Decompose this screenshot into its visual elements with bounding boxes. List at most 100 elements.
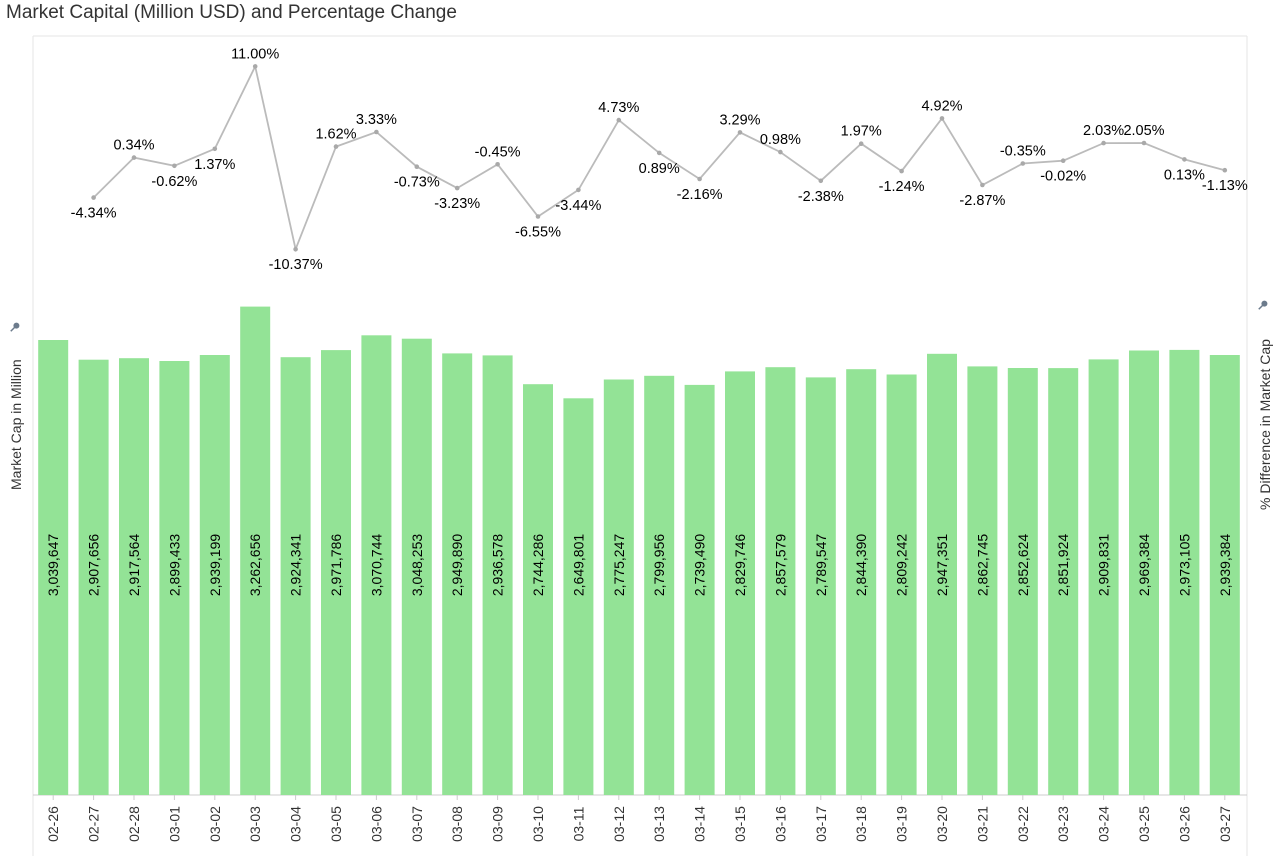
- bar-label-03-01: 2,899,433: [166, 534, 182, 596]
- bar-03-25[interactable]: [1129, 350, 1159, 796]
- bar-03-20[interactable]: [927, 353, 957, 795]
- left-axis-title: Market Cap in Million: [8, 359, 24, 490]
- bar-series: 3,039,647 2,907,656 2,917,564 2,899,433 2,93…: [38, 306, 1240, 796]
- pct-point-03-07[interactable]: [414, 164, 420, 169]
- bar-label-03-16: 2,857,579: [772, 534, 788, 596]
- bar-03-07[interactable]: [401, 338, 432, 795]
- bar-label-03-18: 2,844,390: [853, 534, 869, 596]
- pct-point-03-11[interactable]: [576, 187, 581, 193]
- pct-point-03-18[interactable]: [858, 141, 864, 146]
- bar-label-03-27: 2,939,384: [1217, 534, 1233, 596]
- x-tick-label-03-05: 03-05: [328, 806, 344, 842]
- bar-03-27[interactable]: [1209, 355, 1240, 795]
- bar-03-10[interactable]: [523, 384, 553, 795]
- pct-label-03-01: -0.62%: [151, 174, 197, 190]
- pct-label-03-06: 3.33%: [356, 112, 397, 128]
- bar-02-28[interactable]: [119, 358, 149, 795]
- bar-03-24[interactable]: [1088, 359, 1119, 795]
- pct-label-03-12: 4.73%: [598, 100, 639, 116]
- pct-label-03-14: -2.16%: [677, 187, 723, 203]
- pct-point-02-28[interactable]: [131, 155, 137, 160]
- pct-label-03-16: 0.98%: [760, 132, 801, 148]
- pct-label-03-08: -3.23%: [434, 196, 480, 212]
- bar-label-03-21: 2,862,745: [974, 534, 990, 596]
- bar-03-26[interactable]: [1169, 349, 1200, 795]
- bar-label-03-15: 2,829,746: [732, 534, 748, 596]
- x-tick-label-03-24: 03-24: [1096, 806, 1112, 842]
- bar-03-01[interactable]: [159, 361, 190, 795]
- bar-03-14[interactable]: [684, 384, 715, 795]
- pct-point-03-20[interactable]: [939, 116, 945, 121]
- x-tick-label-03-21: 03-21: [974, 806, 990, 842]
- pct-label-03-02: 1.37%: [194, 157, 235, 173]
- bar-03-21[interactable]: [967, 366, 998, 795]
- bar-03-19[interactable]: [886, 374, 917, 796]
- bar-02-27[interactable]: [78, 359, 109, 795]
- bar-label-03-04: 2,924,341: [288, 534, 304, 596]
- pct-label-03-09: -0.45%: [475, 144, 521, 160]
- bar-03-05[interactable]: [321, 350, 351, 795]
- x-tick-label-03-03: 03-03: [247, 806, 263, 842]
- right-axis-pin-icon[interactable]: [1257, 299, 1269, 311]
- bar-03-04[interactable]: [280, 357, 311, 795]
- bar-03-11[interactable]: [563, 398, 594, 795]
- bar-label-03-17: 2,789,547: [813, 534, 829, 596]
- left-axis-pin-icon[interactable]: [9, 321, 21, 333]
- pct-point-03-02[interactable]: [212, 146, 218, 152]
- x-tick-label-03-16: 03-16: [772, 806, 788, 842]
- pct-point-03-15[interactable]: [737, 130, 743, 135]
- pct-label-03-11: -3.44%: [555, 198, 601, 214]
- pct-point-03-13[interactable]: [656, 150, 662, 156]
- bar-03-12[interactable]: [603, 379, 634, 796]
- pct-point-03-14[interactable]: [697, 176, 702, 182]
- pct-point-03-22[interactable]: [1020, 161, 1026, 166]
- pct-label-02-28: 0.34%: [113, 138, 154, 154]
- bar-03-17[interactable]: [805, 377, 836, 795]
- pct-point-03-10[interactable]: [535, 214, 541, 219]
- pct-point-03-01[interactable]: [172, 163, 177, 169]
- bar-label-03-25: 2,969,384: [1136, 534, 1152, 596]
- pct-point-03-21[interactable]: [980, 182, 985, 188]
- pct-point-03-16[interactable]: [778, 149, 783, 155]
- pct-label-03-10: -6.55%: [515, 225, 561, 241]
- x-tick-label-03-02: 03-02: [207, 806, 223, 842]
- bar-03-22[interactable]: [1007, 368, 1038, 795]
- bar-label-03-19: 2,809,242: [894, 534, 910, 596]
- pct-point-03-23[interactable]: [1060, 158, 1066, 163]
- pct-label-03-26: 0.13%: [1164, 167, 1205, 183]
- bar-03-23[interactable]: [1048, 368, 1079, 795]
- pct-point-03-08[interactable]: [454, 185, 460, 191]
- bar-label-03-12: 2,775,247: [611, 534, 627, 596]
- pct-point-03-03[interactable]: [252, 64, 258, 69]
- pct-point-03-12[interactable]: [616, 117, 622, 123]
- pct-point-03-25[interactable]: [1141, 140, 1147, 146]
- bar-03-18[interactable]: [846, 369, 877, 795]
- pct-point-03-04[interactable]: [293, 246, 298, 252]
- bar-03-09[interactable]: [482, 355, 513, 795]
- bar-03-13[interactable]: [644, 375, 675, 795]
- pct-point-03-17[interactable]: [818, 178, 824, 184]
- bar-03-08[interactable]: [442, 353, 473, 795]
- pct-point-02-27[interactable]: [91, 195, 96, 200]
- pct-point-03-09[interactable]: [495, 162, 500, 167]
- pct-point-03-06[interactable]: [374, 129, 379, 135]
- x-tick-label-03-09: 03-09: [490, 806, 506, 842]
- pct-point-03-05[interactable]: [333, 144, 339, 149]
- bar-03-16[interactable]: [765, 367, 796, 795]
- pct-point-03-27[interactable]: [1222, 167, 1228, 173]
- x-tick-label-03-14: 03-14: [692, 806, 708, 842]
- bar-label-03-14: 2,739,490: [692, 534, 708, 596]
- x-tick-label-02-26: 02-26: [45, 806, 61, 842]
- bar-03-03[interactable]: [240, 306, 271, 795]
- bar-03-15[interactable]: [725, 371, 755, 795]
- bar-03-02[interactable]: [199, 355, 230, 795]
- pct-point-03-24[interactable]: [1101, 140, 1106, 146]
- bar-label-03-22: 2,852,624: [1015, 534, 1031, 596]
- pct-point-03-19[interactable]: [899, 168, 904, 174]
- pct-label-03-21: -2.87%: [959, 193, 1005, 209]
- pct-point-03-26[interactable]: [1182, 157, 1187, 162]
- bar-label-03-07: 3,048,253: [409, 534, 425, 596]
- x-tick-label-03-01: 03-01: [166, 806, 182, 842]
- bar-03-06[interactable]: [361, 335, 392, 795]
- bar-02-26[interactable]: [38, 340, 69, 795]
